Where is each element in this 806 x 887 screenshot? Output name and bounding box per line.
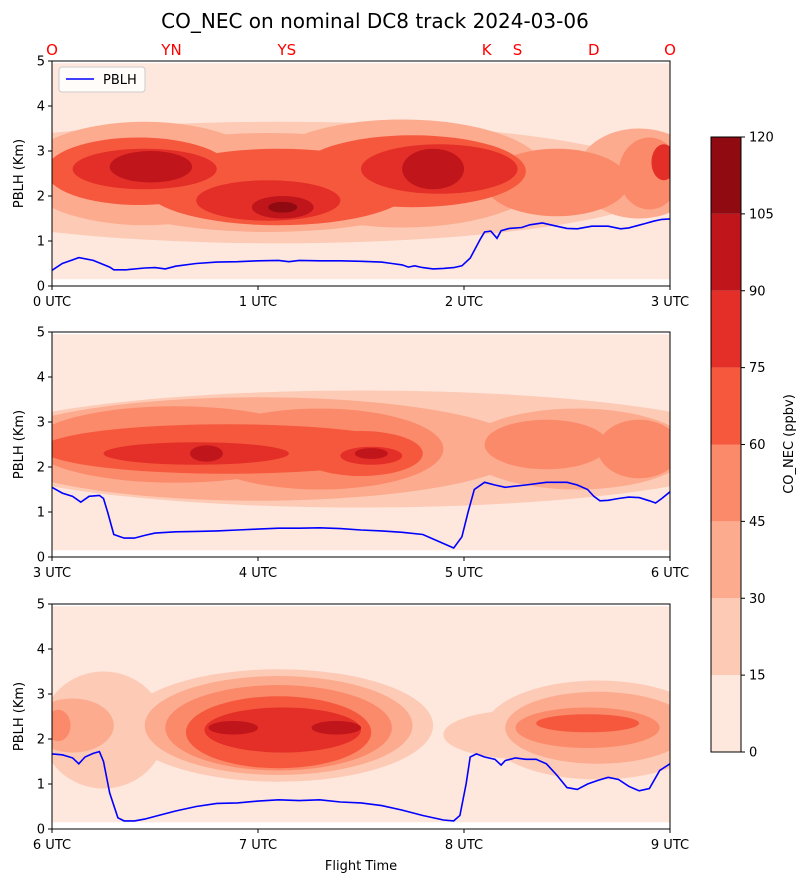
y-tick-label: 3 [37, 145, 45, 160]
contour-level-6 [402, 148, 464, 190]
x-tick-label: 5 UTC [445, 566, 483, 581]
colorbar-tick-label: 15 [749, 669, 766, 684]
x-axis-label: Flight Time [325, 859, 397, 874]
contour-level-5 [204, 707, 361, 753]
y-axis-label: PBLH (Km) [12, 682, 27, 751]
station-label: O [664, 41, 676, 59]
y-tick-label: 1 [37, 235, 45, 250]
colorbar-segment [711, 213, 741, 291]
contour-level-4 [536, 714, 640, 733]
x-tick-label: 2 UTC [445, 295, 483, 310]
colorbar-tick-label: 30 [749, 592, 766, 607]
contour-level-3 [597, 419, 670, 479]
plot-panels: 0 1 2 3 4 5 0 UTC 1 UTC 2 UTC 3 UTC PBLH (Km) O YN YS… [12, 41, 689, 854]
colorbar-segment [711, 290, 741, 368]
x-tick-label: 4 UTC [239, 566, 277, 581]
colorbar-segment [711, 598, 741, 676]
y-tick-label: 1 [37, 506, 45, 521]
x-tick-label: 6 UTC [33, 838, 71, 853]
contour-level-3 [52, 709, 71, 742]
panel-2: 0 1 2 3 4 5 3 UTC 4 UTC 5 UTC 6 UTC PBLH (Km) [12, 326, 689, 582]
pblh-line [52, 750, 670, 822]
colorbar-segment [711, 137, 741, 214]
x-tick-label: 7 UTC [239, 838, 277, 853]
colorbar-segment [711, 367, 741, 445]
contour-level-7 [268, 201, 298, 213]
y-tick-label: 4 [37, 371, 45, 386]
y-tick-label: 3 [37, 688, 45, 703]
station-label: YS [276, 41, 296, 59]
panel-1: 0 1 2 3 4 5 0 UTC 1 UTC 2 UTC 3 UTC PBLH (Km) O YN YS… [12, 41, 689, 310]
y-tick-label: 4 [37, 643, 45, 658]
y-tick-label: 1 [37, 778, 45, 793]
contour-level-6 [190, 445, 223, 462]
panel-3: 0 1 2 3 4 5 6 UTC 7 UTC 8 UTC 9 UTC PBLH (Km) [12, 598, 689, 854]
colorbar-tick-label: 45 [749, 515, 766, 530]
colorbar-tick-label: 60 [749, 438, 766, 453]
x-tick-label: 3 UTC [33, 566, 71, 581]
y-tick-label: 2 [37, 461, 45, 476]
y-tick-label: 5 [37, 598, 45, 613]
plot-frame [51, 331, 671, 558]
colorbar-label: CO_NEC (ppbv) [782, 394, 797, 494]
pblh-line [52, 218, 670, 271]
x-tick-label: 0 UTC [33, 295, 71, 310]
y-tick-label: 2 [37, 733, 45, 748]
contour-level-6 [208, 721, 258, 735]
station-label: O [46, 41, 58, 59]
colorbar-tick-label: 0 [749, 746, 757, 761]
contour-level-3 [484, 419, 609, 470]
colorbar-tick-label: 90 [749, 284, 766, 299]
legend-box [58, 66, 146, 93]
contour-level-6 [311, 721, 361, 735]
station-label: YN [160, 41, 181, 59]
co-nec-field [52, 334, 670, 551]
legend: PBLH [58, 66, 146, 93]
pblh-line [52, 481, 670, 549]
x-tick-label: 9 UTC [651, 838, 689, 853]
y-axis-label: PBLH (Km) [12, 410, 27, 479]
colorbar-segment [711, 521, 741, 599]
contour-level-2 [52, 698, 114, 753]
plot-frame [51, 603, 671, 830]
plot-frame [51, 60, 671, 287]
colorbar-tick-label: 75 [749, 361, 766, 376]
y-tick-label: 3 [37, 416, 45, 431]
co-nec-field [52, 63, 670, 280]
colorbar-segment [711, 444, 741, 522]
y-tick-label: 5 [37, 55, 45, 70]
station-label: S [513, 41, 523, 59]
x-tick-label: 8 UTC [445, 838, 483, 853]
contour-level-3 [618, 137, 670, 210]
legend-label: PBLH [103, 73, 137, 88]
co-nec-field [52, 606, 670, 823]
y-tick-label: 2 [37, 190, 45, 205]
x-tick-label: 1 UTC [239, 295, 277, 310]
colorbar: 0 15 30 45 60 75 90 105 120 [710, 131, 774, 761]
chart-title: CO_NEC on nominal DC8 track 2024-03-06 [161, 9, 589, 33]
colorbar-tick-label: 105 [749, 207, 774, 222]
y-tick-label: 0 [37, 823, 45, 838]
station-label: K [482, 41, 493, 59]
x-tick-label: 3 UTC [651, 295, 689, 310]
y-tick-label: 0 [37, 551, 45, 566]
y-tick-label: 4 [37, 100, 45, 115]
y-tick-label: 5 [37, 326, 45, 341]
y-tick-label: 0 [37, 280, 45, 295]
colorbar-tick-label: 120 [749, 131, 774, 146]
colorbar-segment [711, 675, 741, 752]
station-label: D [588, 41, 600, 59]
x-tick-label: 6 UTC [651, 566, 689, 581]
contour-level-5 [651, 144, 670, 181]
contour-level-6 [109, 151, 193, 183]
contour-level-6 [354, 448, 388, 459]
y-axis-label: PBLH (Km) [12, 139, 27, 208]
